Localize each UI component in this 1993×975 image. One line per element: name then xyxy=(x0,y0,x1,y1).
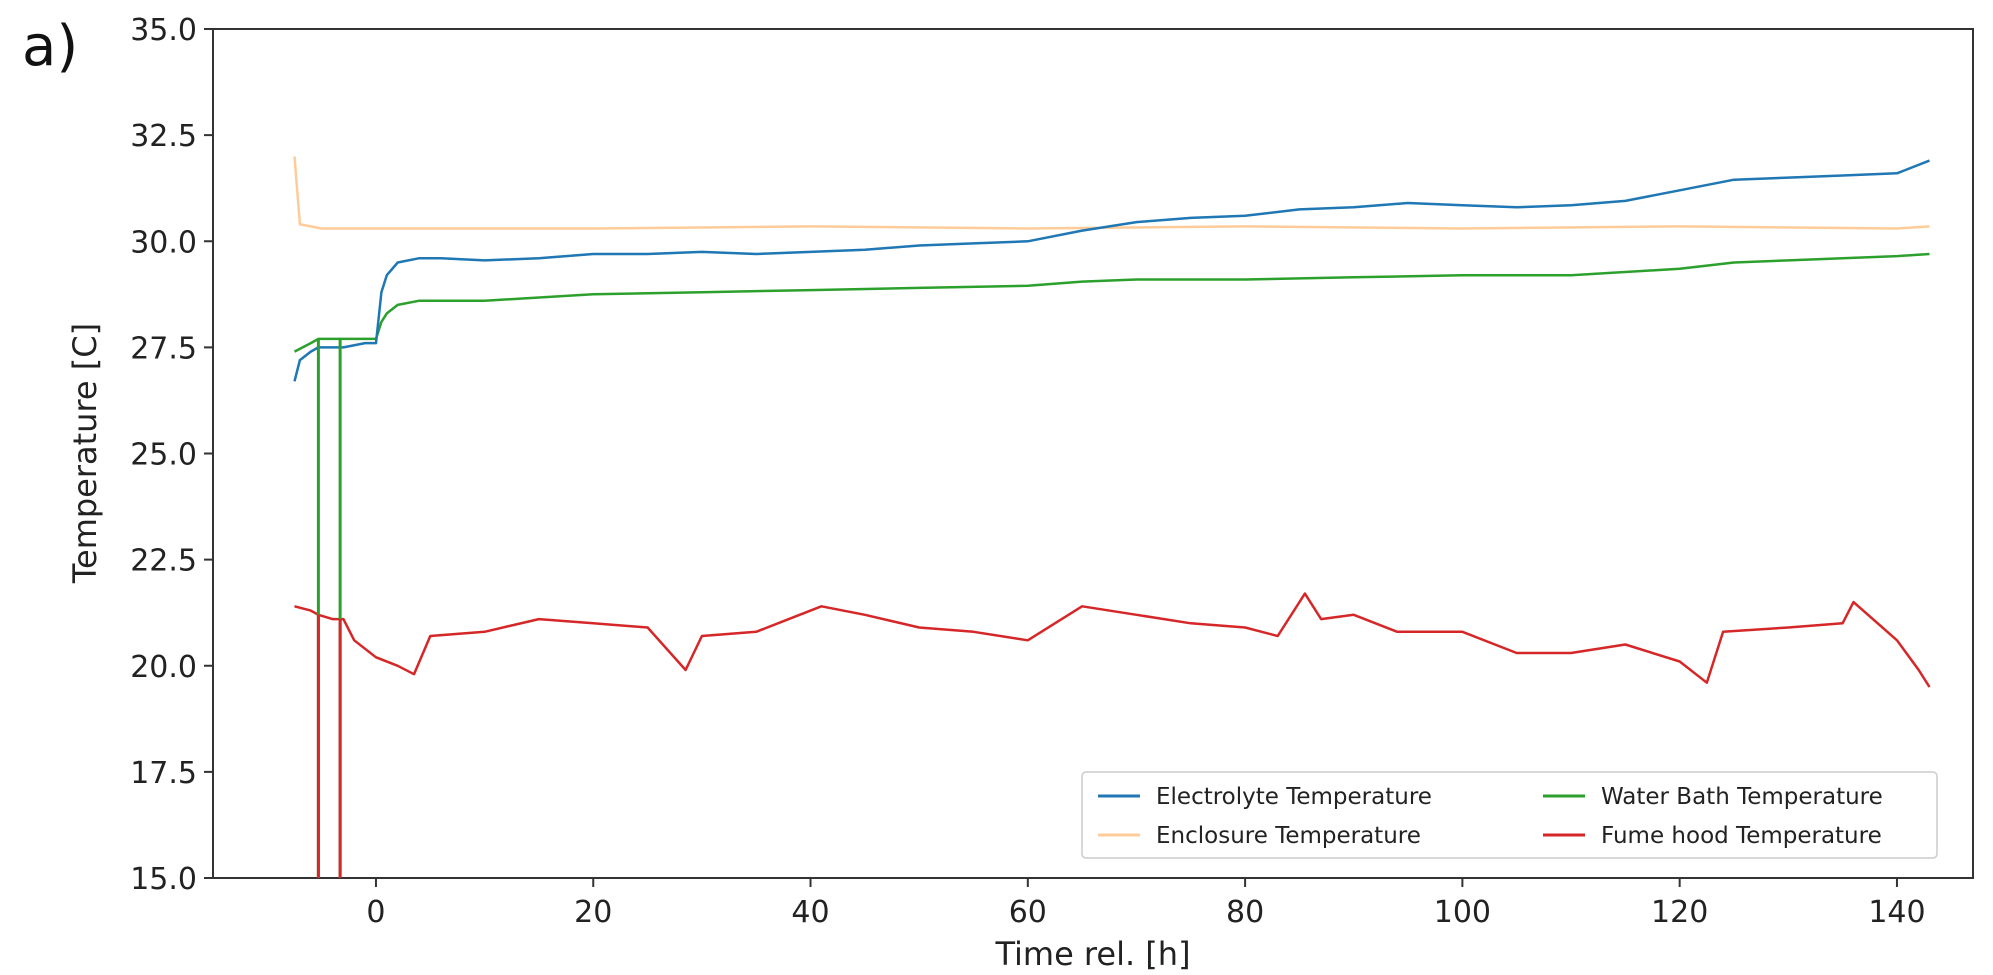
x-tick-label: 120 xyxy=(1651,895,1708,930)
y-tick-label: 30.0 xyxy=(130,225,197,260)
x-tick-label: 0 xyxy=(366,895,385,930)
y-tick-label: 20.0 xyxy=(130,650,197,685)
legend-label: Water Bath Temperature xyxy=(1601,784,1883,810)
y-tick-label: 17.5 xyxy=(130,756,197,791)
legend-box xyxy=(1081,771,1938,859)
y-tick-label: 27.5 xyxy=(130,331,197,366)
legend-label: Electrolyte Temperature xyxy=(1156,784,1432,810)
panel-label: a) xyxy=(22,14,79,79)
x-tick-label: 40 xyxy=(791,895,829,930)
x-axis-title: Time rel. [h] xyxy=(994,935,1190,973)
y-tick-label: 15.0 xyxy=(130,862,197,897)
x-tick-label: 100 xyxy=(1434,895,1491,930)
series-line-electrolyte-temperature xyxy=(293,159,1930,382)
x-tick-label: 20 xyxy=(574,895,612,930)
x-axis: 0 20 40 60 80 100 120 140 xyxy=(366,878,1926,930)
series-line-enclosure-temperature xyxy=(293,156,1930,230)
legend-label: Fume hood Temperature xyxy=(1601,823,1882,849)
x-tick-label: 60 xyxy=(1009,895,1047,930)
y-tick-label: 25.0 xyxy=(130,438,197,473)
y-tick-label: 22.5 xyxy=(130,544,197,579)
legend: Electrolyte Temperature Water Bath Temper… xyxy=(1081,771,1938,859)
plot-area xyxy=(212,28,1974,879)
y-tick-label: 32.5 xyxy=(130,119,197,154)
y-axis: 15.0 17.5 20.0 22.5 25.0 27.5 30.0 32.5 35.0 xyxy=(130,13,213,897)
x-tick-label: 80 xyxy=(1226,895,1264,930)
legend-label: Enclosure Temperature xyxy=(1156,823,1421,849)
series-line-fume-hood-temperature xyxy=(294,592,1931,688)
y-axis-title: Temperature [C] xyxy=(66,323,104,584)
x-tick-label: 140 xyxy=(1868,895,1925,930)
y-tick-label: 35.0 xyxy=(130,13,197,48)
series-layer xyxy=(293,156,1931,878)
